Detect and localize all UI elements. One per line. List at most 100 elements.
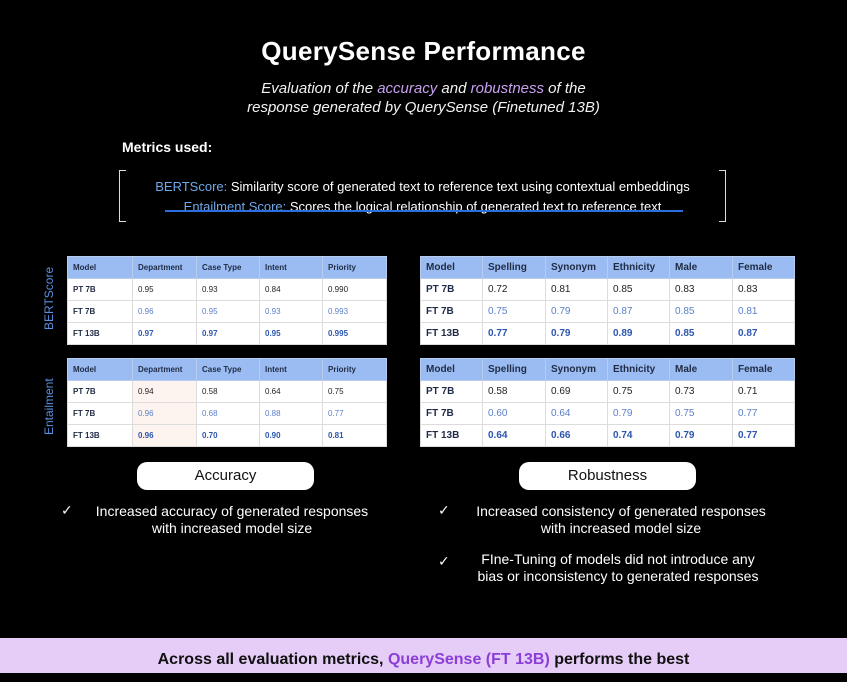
table-cell: 0.94	[132, 380, 197, 403]
row-label: FT 13B	[67, 322, 133, 345]
table-cell: 0.70	[196, 424, 260, 447]
subtitle-text: and	[437, 80, 471, 97]
table-cell: 0.77	[732, 402, 795, 425]
table-cell: 0.72	[482, 278, 546, 301]
row-label: PT 7B	[67, 380, 133, 403]
table-cell: 0.74	[607, 424, 670, 447]
subtitle-robustness-highlight: robustness	[470, 80, 544, 97]
table-cell: 0.96	[132, 424, 197, 447]
table-cell: 0.993	[322, 300, 387, 323]
table-cell: 0.69	[545, 380, 608, 403]
check-icon: ✓	[61, 502, 73, 518]
header-cell: Model	[67, 358, 133, 381]
table-cell: 0.79	[607, 402, 670, 425]
table-cell: 0.77	[482, 322, 546, 345]
table-cell: 0.81	[545, 278, 608, 301]
table-cell: 0.71	[732, 380, 795, 403]
subtitle-text: of the	[544, 80, 586, 97]
conclusion-banner: Across all evaluation metrics, QuerySens…	[0, 638, 847, 673]
table-cell: 0.81	[322, 424, 387, 447]
table-cell: 0.87	[732, 322, 795, 345]
header-cell: Case Type	[196, 358, 260, 381]
metrics-used-label: Metrics used:	[122, 139, 213, 155]
robustness-bullet-1: Increased consistency of generated respo…	[458, 503, 784, 537]
table-row: PT 7B 0.94 0.58 0.64 0.75	[67, 380, 387, 403]
row-label: FT 7B	[67, 402, 133, 425]
table-cell: 0.90	[259, 424, 323, 447]
header-cell: Intent	[259, 256, 323, 279]
robustness-bullet-2: FIne-Tuning of models did not introduce …	[458, 551, 778, 585]
subtitle-accuracy-highlight: accuracy	[377, 80, 438, 97]
banner-querysense-highlight: QuerySense (FT 13B)	[387, 651, 550, 668]
table-cell: 0.96	[132, 300, 197, 323]
table-cell: 0.85	[607, 278, 670, 301]
table-cell: 0.93	[196, 278, 260, 301]
header-cell: Model	[67, 256, 133, 279]
table-row: FT 7B 0.60 0.64 0.79 0.75 0.77	[420, 402, 795, 425]
check-icon: ✓	[438, 502, 450, 518]
table-header-row: Model Department Case Type Intent Priori…	[67, 358, 387, 381]
table-cell: 0.995	[322, 322, 387, 345]
table-row: FT 7B 0.96 0.95 0.93 0.993	[67, 300, 387, 323]
robustness-entailment-table: Model Spelling Synonym Ethnicity Male Fe…	[420, 358, 795, 447]
table-row: FT 7B 0.96 0.68 0.88 0.77	[67, 402, 387, 425]
table-cell: 0.85	[669, 300, 733, 323]
table-cell: 0.83	[669, 278, 733, 301]
bertscore-definition: BERTScore: Similarity score of generated…	[119, 179, 726, 194]
table-cell: 0.85	[669, 322, 733, 345]
table-row: FT 13B 0.64 0.66 0.74 0.79 0.77	[420, 424, 795, 447]
table-header-row: Model Spelling Synonym Ethnicity Male Fe…	[420, 358, 795, 381]
robustness-bertscore-table: Model Spelling Synonym Ethnicity Male Fe…	[420, 256, 795, 345]
right-bracket	[719, 170, 726, 222]
table-row: FT 7B 0.75 0.79 0.87 0.85 0.81	[420, 300, 795, 323]
table-cell: 0.75	[669, 402, 733, 425]
bullet-line: Increased accuracy of generated response…	[95, 503, 369, 519]
page-subtitle: Evaluation of the accuracy and robustnes…	[0, 79, 847, 117]
header-cell: Female	[732, 358, 795, 381]
entailment-underline	[165, 210, 683, 212]
header-cell: Ethnicity	[607, 256, 670, 279]
table-cell: 0.79	[545, 322, 608, 345]
table-cell: 0.95	[132, 278, 197, 301]
bullet-line: with increased model size	[540, 520, 702, 536]
table-cell: 0.87	[607, 300, 670, 323]
table-cell: 0.990	[322, 278, 387, 301]
header-cell: Spelling	[482, 256, 546, 279]
table-row: PT 7B 0.95 0.93 0.84 0.990	[67, 278, 387, 301]
accuracy-pill: Accuracy	[137, 462, 314, 490]
table-cell: 0.58	[196, 380, 260, 403]
subtitle-line-1: Evaluation of the accuracy and robustnes…	[0, 79, 847, 98]
table-header-row: Model Department Case Type Intent Priori…	[67, 256, 387, 279]
bullet-line: Increased consistency of generated respo…	[476, 503, 766, 519]
table-row: PT 7B 0.72 0.81 0.85 0.83 0.83	[420, 278, 795, 301]
subtitle-line-2: response generated by QuerySense (Finetu…	[247, 99, 600, 116]
table-cell: 0.77	[322, 402, 387, 425]
row-label: FT 7B	[67, 300, 133, 323]
header-cell: Priority	[322, 358, 387, 381]
table-cell: 0.68	[196, 402, 260, 425]
table-cell: 0.97	[196, 322, 260, 345]
table-cell: 0.66	[545, 424, 608, 447]
table-cell: 0.83	[732, 278, 795, 301]
table-cell: 0.64	[482, 424, 546, 447]
robustness-pill: Robustness	[519, 462, 696, 490]
table-cell: 0.97	[132, 322, 197, 345]
check-icon: ✓	[438, 553, 450, 569]
header-cell: Model	[420, 256, 483, 279]
table-cell: 0.60	[482, 402, 546, 425]
table-cell: 0.81	[732, 300, 795, 323]
page-title: QuerySense Performance	[261, 36, 586, 66]
table-cell: 0.75	[322, 380, 387, 403]
table-cell: 0.95	[259, 322, 323, 345]
header-cell: Male	[669, 358, 733, 381]
header-cell: Spelling	[482, 358, 546, 381]
table-cell: 0.84	[259, 278, 323, 301]
subtitle-text: Evaluation of the	[261, 80, 378, 97]
table-cell: 0.77	[732, 424, 795, 447]
banner-text: performs the best	[549, 651, 690, 668]
header-cell: Priority	[322, 256, 387, 279]
bertscore-name: BERTScore:	[155, 179, 228, 194]
header-cell: Case Type	[196, 256, 260, 279]
table-cell: 0.88	[259, 402, 323, 425]
table-row: FT 13B 0.96 0.70 0.90 0.81	[67, 424, 387, 447]
